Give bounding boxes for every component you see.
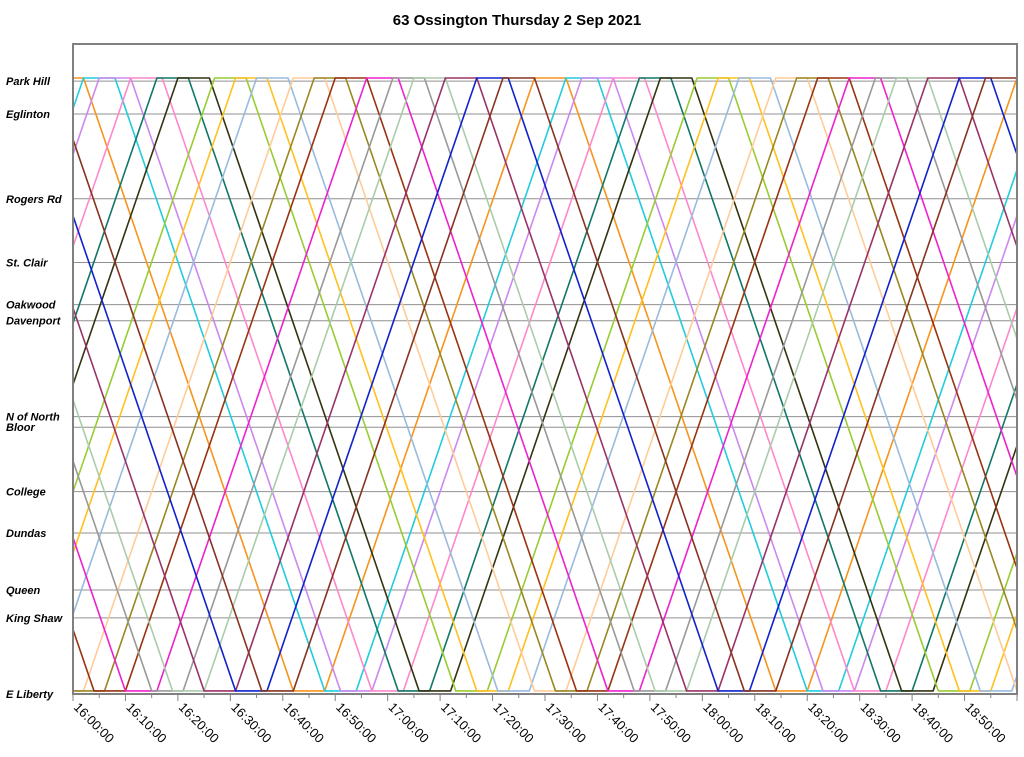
vehicle-trace-v1 — [73, 77, 1017, 692]
station-label: Rogers Rd — [6, 194, 62, 206]
plot-frame — [72, 43, 1018, 695]
x-tick-label: 18:50:00 — [962, 700, 1008, 746]
vehicle-trace-v18 — [73, 77, 1017, 692]
x-tick-label: 16:40:00 — [281, 700, 327, 746]
x-tick-label: 17:00:00 — [386, 700, 432, 746]
station-label: Eglinton — [6, 109, 50, 121]
station-label: Queen — [6, 585, 41, 597]
x-tick-label: 18:40:00 — [910, 700, 956, 746]
x-tick-label: 17:40:00 — [595, 700, 641, 746]
station-label: Davenport — [6, 316, 62, 328]
vehicle-trace-v4 — [73, 77, 1017, 692]
x-tick-label: 16:10:00 — [123, 700, 169, 746]
vehicle-trace-v12 — [73, 77, 1017, 692]
x-tick-label: 17:10:00 — [438, 700, 484, 746]
station-label: N of North — [6, 412, 60, 424]
x-tick-label: 16:00:00 — [71, 700, 117, 746]
vehicle-trace-v5 — [73, 77, 1017, 692]
station-label: E Liberty — [6, 689, 54, 701]
vehicle-trace-v6 — [73, 77, 1017, 692]
station-label: St. Clair — [6, 258, 48, 270]
vehicle-trace-v16 — [73, 77, 1017, 692]
vehicle-trace-v8 — [73, 77, 1017, 692]
vehicle-trace-v9 — [73, 77, 1017, 692]
x-tick-label: 18:30:00 — [858, 700, 904, 746]
station-label: Park Hill — [6, 76, 51, 88]
chart-title: 63 Ossington Thursday 2 Sep 2021 — [393, 12, 641, 29]
vehicle-trace-v3 — [73, 77, 1017, 692]
x-tick-label: 16:20:00 — [176, 700, 222, 746]
x-tick-label: 18:20:00 — [805, 700, 851, 746]
station-label: College — [6, 487, 46, 499]
x-tick-label: 18:00:00 — [700, 700, 746, 746]
x-tick-label: 16:50:00 — [333, 700, 379, 746]
vehicle-trace-v7 — [73, 77, 1017, 692]
x-tick-label: 18:10:00 — [753, 700, 799, 746]
x-tick-label: 17:20:00 — [490, 700, 536, 746]
station-label: Bloor — [6, 422, 35, 434]
vehicle-trace-v17 — [73, 77, 1017, 692]
x-tick-label: 17:30:00 — [543, 700, 589, 746]
station-label: King Shaw — [6, 613, 64, 625]
x-tick-label: 16:30:00 — [228, 700, 274, 746]
station-label: Oakwood — [6, 300, 56, 312]
vehicle-trace-v15 — [73, 77, 1017, 692]
station-label: Dundas — [6, 528, 46, 540]
x-tick-label: 17:50:00 — [648, 700, 694, 746]
